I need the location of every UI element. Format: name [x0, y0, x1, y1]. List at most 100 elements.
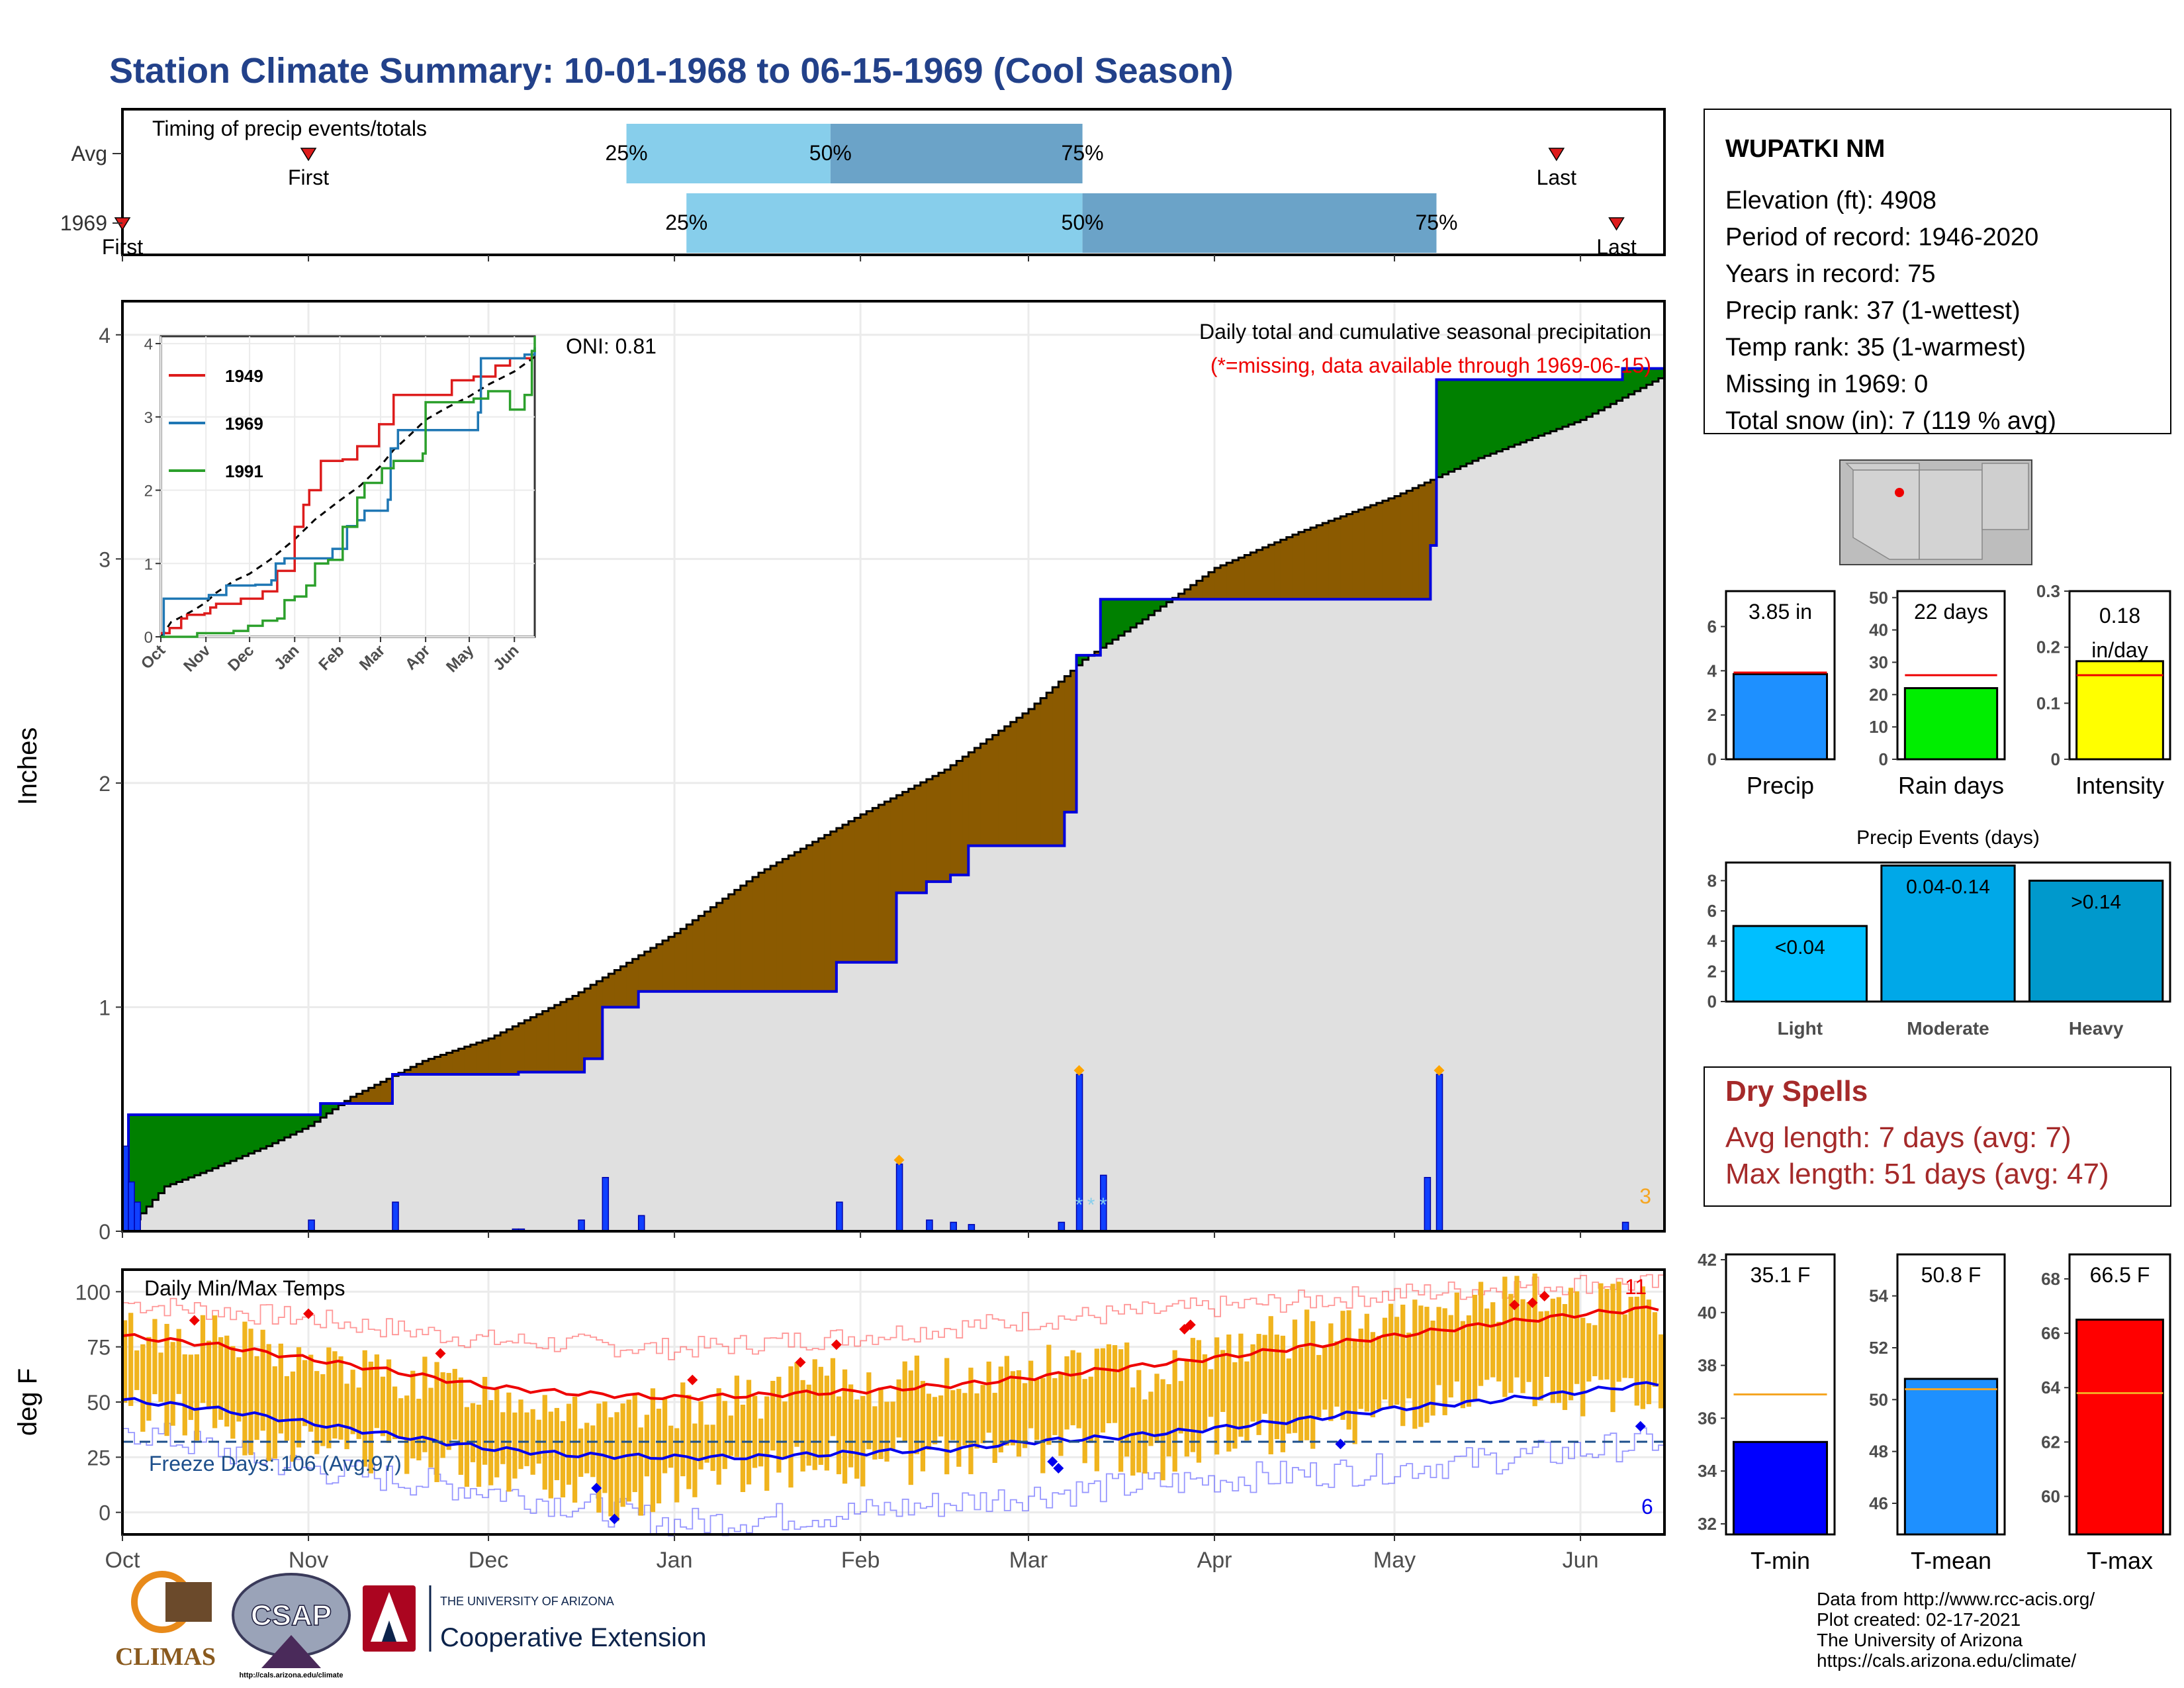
- above-average-fill: [266, 1114, 273, 1147]
- base-fill: [1406, 599, 1413, 1231]
- record-low-marker: [1053, 1463, 1064, 1474]
- daily-temp-bar: [848, 1384, 854, 1468]
- stat-y-tick-label: 0: [2051, 749, 2060, 769]
- base-fill: [494, 1074, 501, 1231]
- above-average-fill: [194, 1114, 201, 1176]
- above-average-fill: [260, 1114, 267, 1149]
- below-average-fill: [1214, 567, 1221, 600]
- below-average-fill: [1064, 676, 1071, 812]
- below-average-fill: [962, 756, 969, 875]
- inset-series-line-1949: [161, 351, 533, 635]
- below-average-fill: [488, 1038, 495, 1075]
- below-average-fill: [1226, 563, 1233, 600]
- daily-temp-bar: [1022, 1383, 1028, 1448]
- above-average-fill: [212, 1114, 219, 1168]
- above-average-fill: [1538, 379, 1545, 436]
- base-fill: [608, 1007, 615, 1231]
- base-fill: [1118, 635, 1125, 1231]
- base-fill: [1244, 599, 1251, 1231]
- y-tick-label: 1: [99, 996, 111, 1019]
- daily-temp-bar: [710, 1425, 715, 1472]
- base-fill: [1568, 424, 1575, 1231]
- base-fill: [1586, 416, 1593, 1232]
- base-fill: [1088, 655, 1095, 1231]
- daily-temp-bar: [674, 1428, 680, 1503]
- daily-temp-bar: [782, 1401, 788, 1460]
- base-fill: [344, 1103, 351, 1231]
- base-fill: [1646, 385, 1653, 1231]
- below-average-fill: [464, 1047, 471, 1075]
- observed-cumulative-line: [122, 367, 1664, 1233]
- daily-temp-bar: [1568, 1288, 1574, 1401]
- below-average-fill: [800, 849, 807, 992]
- above-average-fill: [1166, 599, 1173, 602]
- base-fill: [1124, 632, 1131, 1231]
- daily-temp-bar: [1658, 1334, 1664, 1409]
- event-category-label: Light: [1778, 1018, 1823, 1039]
- daily-temp-bar: [884, 1401, 889, 1462]
- daily-temp-bar: [698, 1401, 704, 1470]
- dry-spells-frame: [1704, 1066, 2171, 1207]
- above-average-fill: [1118, 599, 1125, 636]
- inset-series-line-1991: [161, 336, 536, 638]
- daily-temp-bar: [458, 1377, 463, 1475]
- above-average-fill: [1160, 599, 1167, 607]
- below-average-fill: [860, 814, 867, 962]
- daily-temp-bar: [722, 1401, 727, 1470]
- daily-temp-bar: [1106, 1344, 1112, 1424]
- above-average-fill: [1154, 599, 1161, 611]
- below-average-fill: [1376, 502, 1383, 600]
- base-fill: [722, 991, 729, 1231]
- stat-y-tick-label: 50: [1869, 1389, 1888, 1409]
- base-fill: [302, 1129, 309, 1231]
- daily-temp-bar: [1226, 1334, 1232, 1452]
- daily-temp-bar: [182, 1354, 187, 1436]
- base-fill: [686, 991, 693, 1231]
- daily-temp-bar: [1436, 1307, 1441, 1385]
- daily-temp-bar: [1028, 1360, 1034, 1429]
- base-fill: [248, 1153, 255, 1231]
- below-average-fill: [416, 1064, 423, 1075]
- page-title: Station Climate Summary: 10-01-1968 to 0…: [109, 51, 1234, 91]
- base-fill: [1340, 599, 1347, 1231]
- below-average-fill: [764, 869, 771, 992]
- daily-temp-bar: [1142, 1399, 1148, 1474]
- base-fill: [614, 1007, 621, 1231]
- daily-temp-bar: [1298, 1348, 1304, 1443]
- base-fill: [1496, 451, 1503, 1231]
- dry-spells-line: Max length: 51 days (avg: 47): [1725, 1158, 2109, 1190]
- base-fill: [1652, 381, 1659, 1231]
- base-fill: [1430, 545, 1437, 1231]
- below-average-fill: [1256, 549, 1263, 600]
- daily-temp-bar: [1538, 1311, 1543, 1401]
- below-average-fill: [668, 937, 675, 992]
- below-average-fill: [782, 859, 789, 992]
- base-fill: [638, 991, 645, 1231]
- daily-temp-bar: [1550, 1298, 1555, 1403]
- daily-temp-bar: [560, 1421, 566, 1498]
- x-tick-label: Nov: [289, 1548, 328, 1573]
- y-axis-label: Inches: [13, 727, 42, 806]
- base-fill: [164, 1186, 171, 1231]
- daily-temp-bar: [518, 1399, 523, 1470]
- daily-temp-bar: [926, 1393, 932, 1450]
- above-average-fill: [1544, 379, 1551, 434]
- y-tick-label: 2: [99, 772, 111, 796]
- daily-temp-bar: [1346, 1310, 1351, 1430]
- daily-temp-bar: [1076, 1352, 1081, 1429]
- base-fill: [1658, 378, 1665, 1232]
- inset-y-tick-label: 3: [144, 409, 153, 427]
- above-average-fill: [200, 1114, 207, 1173]
- below-average-fill: [1010, 722, 1017, 846]
- station-info-line: Missing in 1969: 0: [1725, 371, 1928, 399]
- daily-temp-bar: [1472, 1295, 1478, 1400]
- stat-y-tick-label: 20: [1869, 684, 1888, 704]
- base-fill: [1220, 599, 1227, 1231]
- event-bar: [1732, 925, 1868, 1003]
- above-average-fill: [320, 1103, 327, 1118]
- daily-temp-bar: [1286, 1358, 1292, 1434]
- base-fill: [554, 1072, 561, 1231]
- base-fill: [476, 1074, 483, 1231]
- base-fill: [1400, 599, 1407, 1231]
- below-average-fill: [716, 903, 723, 992]
